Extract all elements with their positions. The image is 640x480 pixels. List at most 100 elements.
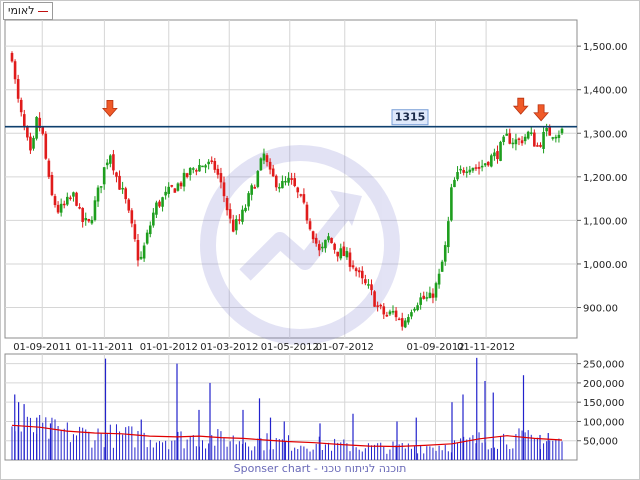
candle-body bbox=[35, 116, 38, 139]
candle-body bbox=[195, 170, 198, 172]
candle-body bbox=[152, 212, 155, 226]
candle-body bbox=[213, 160, 217, 170]
candle-body bbox=[486, 161, 490, 166]
candle-body bbox=[394, 310, 398, 318]
price-x-tick-label: 01-07-2012 bbox=[316, 342, 374, 353]
candle-body bbox=[367, 284, 370, 286]
candle-body bbox=[148, 225, 152, 235]
candle-body bbox=[308, 221, 312, 230]
candle-body bbox=[210, 160, 214, 162]
candle-body bbox=[105, 162, 109, 166]
candle-body bbox=[305, 204, 309, 221]
candle-body bbox=[425, 297, 429, 299]
peak-arrow-marker bbox=[512, 97, 529, 115]
candle-body bbox=[447, 221, 450, 248]
legend-label: לאומי bbox=[8, 4, 35, 17]
candle-body bbox=[241, 209, 244, 222]
candle-body bbox=[69, 197, 72, 200]
candle-body bbox=[170, 185, 174, 187]
candle-body bbox=[462, 170, 465, 173]
candle-body bbox=[468, 169, 472, 173]
candle-body bbox=[90, 219, 94, 224]
candle-body bbox=[124, 188, 127, 200]
volume-y-tick-label: 250,000 bbox=[583, 360, 624, 371]
candle-body bbox=[96, 187, 100, 202]
candle-body bbox=[548, 127, 552, 136]
candle-body bbox=[158, 201, 161, 207]
candle-body bbox=[471, 167, 475, 171]
candle-body bbox=[431, 293, 435, 298]
candle-body bbox=[228, 209, 232, 219]
candle-body bbox=[388, 311, 392, 315]
candle-body bbox=[161, 197, 164, 207]
candle-body bbox=[364, 279, 367, 284]
candle-body bbox=[207, 161, 210, 165]
candle-body bbox=[22, 114, 26, 128]
candle-body bbox=[225, 197, 229, 211]
candle-body bbox=[437, 273, 441, 285]
candle-body bbox=[72, 192, 75, 197]
volume-y-tick-label: 100,000 bbox=[583, 417, 624, 428]
watermark-logo bbox=[200, 145, 400, 345]
candle-body bbox=[62, 203, 66, 206]
candle-body bbox=[382, 306, 386, 315]
candle-body bbox=[265, 155, 269, 163]
candle-body bbox=[250, 185, 253, 195]
price-x-axis: 01-09-2011 01-11-2011 01-01-2012 01-03-2012… bbox=[13, 342, 515, 353]
candle-body bbox=[533, 132, 536, 147]
peak-markers bbox=[102, 97, 549, 122]
candle-body bbox=[167, 186, 171, 194]
candle-body bbox=[216, 168, 220, 175]
candle-body bbox=[410, 312, 413, 317]
volume-y-axis: 50,000 100,000 150,000 200,000 250,000 bbox=[577, 360, 624, 448]
price-y-tick-label: 900.00 bbox=[583, 304, 618, 315]
candle-body bbox=[50, 175, 54, 196]
candle-body bbox=[293, 178, 296, 187]
candle-body bbox=[296, 187, 300, 193]
series-legend[interactable]: לאומי bbox=[3, 2, 53, 20]
candle-body bbox=[81, 208, 84, 222]
candle-body bbox=[176, 183, 180, 191]
candle-body bbox=[403, 320, 407, 328]
volume-moving-average bbox=[11, 424, 563, 448]
candle-body bbox=[474, 167, 478, 169]
candle-body bbox=[87, 218, 91, 222]
candle-body bbox=[416, 305, 419, 311]
candle-body bbox=[453, 179, 456, 188]
candle-body bbox=[259, 158, 263, 171]
candle-body bbox=[271, 168, 275, 177]
candle-body bbox=[428, 292, 432, 299]
candle-body bbox=[520, 140, 524, 144]
candle-body bbox=[379, 304, 383, 307]
candle-body bbox=[99, 186, 103, 188]
volume-y-tick-label: 150,000 bbox=[583, 398, 624, 409]
candle-body bbox=[342, 246, 346, 257]
candle-body bbox=[554, 136, 558, 139]
volume-panel bbox=[4, 353, 578, 461]
candle-body bbox=[53, 196, 57, 206]
candle-body bbox=[284, 180, 287, 183]
price-x-tick-label: 01-01-2012 bbox=[140, 342, 198, 353]
candle-body bbox=[26, 126, 29, 138]
candle-body bbox=[459, 168, 462, 171]
candle-body bbox=[443, 245, 447, 262]
candle-body bbox=[93, 200, 97, 221]
price-x-tick-label: 01-09-2012 bbox=[406, 342, 464, 353]
candle-body bbox=[336, 251, 339, 257]
candle-body bbox=[164, 191, 167, 196]
candle-body bbox=[75, 192, 78, 206]
candle-body bbox=[244, 207, 247, 212]
candle-body bbox=[345, 251, 349, 258]
candle-body bbox=[440, 261, 444, 272]
candle-body bbox=[523, 136, 527, 142]
candle-body bbox=[419, 297, 422, 305]
candle-body bbox=[127, 199, 131, 211]
legend-line-swatch bbox=[37, 10, 48, 12]
candle-body bbox=[333, 243, 336, 250]
candle-body bbox=[560, 128, 564, 134]
candle-body bbox=[514, 139, 518, 145]
candle-body bbox=[450, 187, 453, 221]
price-y-tick-label: 1,000.00 bbox=[583, 260, 628, 271]
candle-body bbox=[505, 133, 508, 136]
